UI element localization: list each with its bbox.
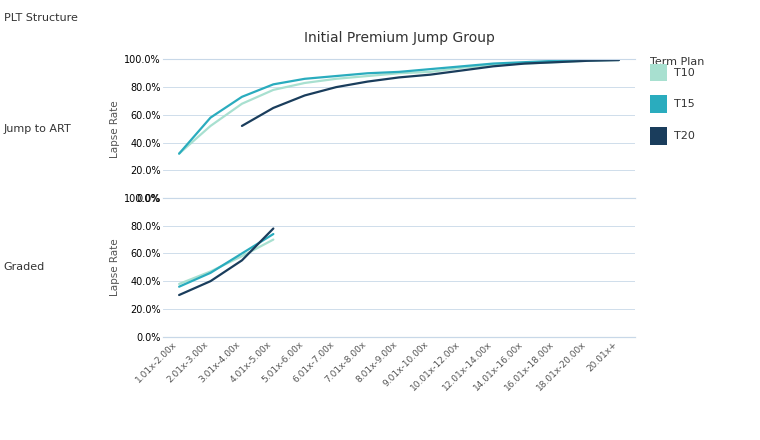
- Y-axis label: Lapse Rate: Lapse Rate: [110, 238, 120, 296]
- Text: Term Plan: Term Plan: [650, 57, 705, 67]
- Text: Initial Premium Jump Group: Initial Premium Jump Group: [303, 31, 495, 45]
- Text: Graded: Graded: [4, 262, 45, 272]
- Text: PLT Structure: PLT Structure: [4, 13, 78, 23]
- Text: T20: T20: [674, 131, 695, 141]
- Text: Jump to ART: Jump to ART: [4, 124, 71, 134]
- Y-axis label: Lapse Rate: Lapse Rate: [110, 100, 120, 158]
- Text: T10: T10: [674, 68, 695, 77]
- Text: T15: T15: [674, 99, 695, 109]
